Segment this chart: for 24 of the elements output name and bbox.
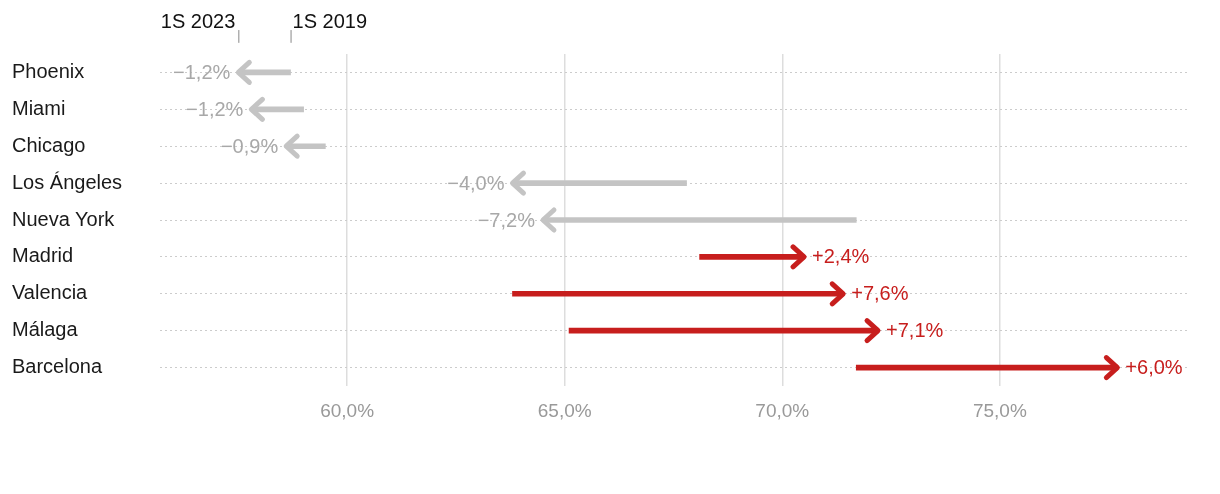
x-tick-label: 60,0% (320, 399, 375, 421)
y-tick-label: Málaga (12, 318, 79, 341)
x-tick-label: 65,0% (537, 399, 592, 421)
y-tick-label: Nueva York (12, 207, 116, 230)
data-label: +6,0% (1125, 356, 1183, 379)
data-label: −1,2% (173, 60, 231, 83)
data-label: −0,9% (220, 134, 279, 157)
data-label: −1,2% (186, 97, 244, 120)
y-tick-label: Los Ángeles (12, 170, 123, 193)
y-tick-label: Valencia (12, 281, 89, 304)
y-tick-label: Phoenix (12, 59, 85, 82)
data-label: +2,4% (812, 245, 870, 268)
data-label: +7,1% (886, 319, 944, 342)
annotation: 1S 2023 (160, 10, 236, 33)
y-tick-label: Chicago (12, 133, 86, 156)
data-label: −7,2% (477, 208, 536, 231)
x-tick-label: 75,0% (972, 399, 1027, 421)
data-label: +7,6% (851, 282, 909, 305)
x-tick-label: 70,0% (755, 399, 810, 421)
data-label: −4,0% (447, 171, 505, 194)
y-tick-label: Miami (12, 96, 66, 119)
y-tick-label: Madrid (12, 244, 74, 267)
annotation: 1S 2019 (292, 10, 368, 33)
y-tick-label: Barcelona (12, 355, 103, 378)
